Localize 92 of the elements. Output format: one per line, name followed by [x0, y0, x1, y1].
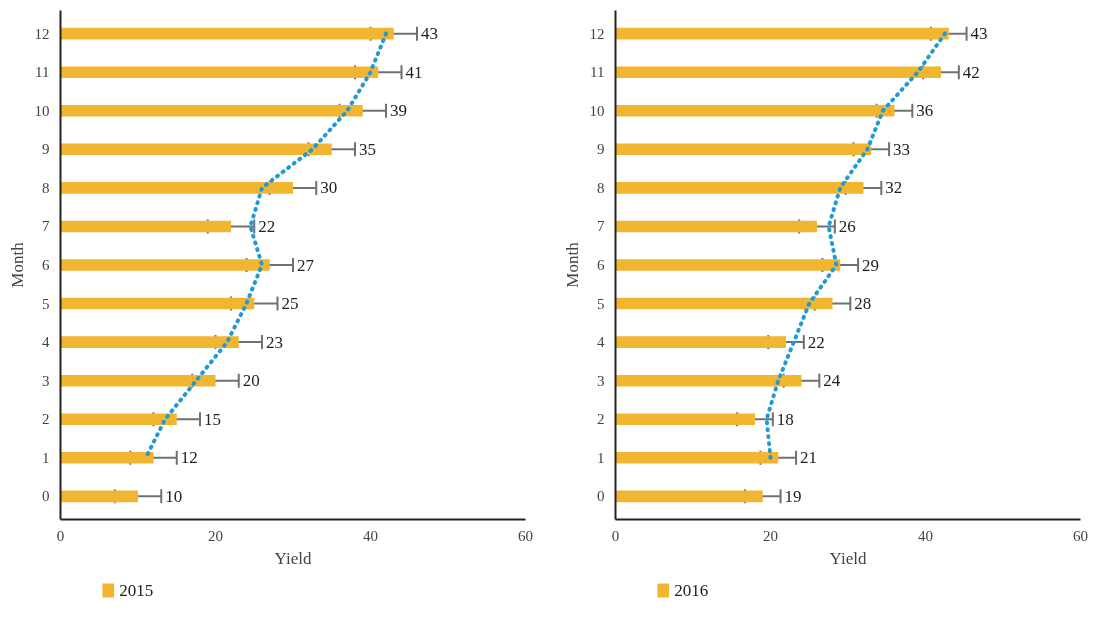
y-tick-label: 11	[590, 64, 605, 81]
bar	[60, 259, 270, 271]
y-tick-label: 7	[597, 218, 605, 235]
x-tick-label: 60	[518, 527, 533, 544]
data-label: 15	[204, 409, 221, 429]
bar	[615, 27, 949, 40]
y-axis-title: Month	[562, 241, 582, 288]
y-tick-label: 10	[34, 102, 50, 119]
bar	[60, 220, 231, 233]
bar	[615, 490, 763, 503]
data-label: 22	[258, 216, 276, 236]
x-tick-label: 0	[611, 527, 620, 544]
y-tick-label: 8	[597, 179, 605, 196]
data-label: 25	[281, 294, 299, 314]
data-label: 33	[893, 139, 911, 159]
data-label: 39	[390, 101, 407, 121]
y-tick-label: 6	[42, 257, 50, 273]
y-tick-label: 1	[597, 449, 605, 466]
y-tick-label: 2	[597, 411, 605, 428]
y-tick-label: 5	[597, 295, 605, 312]
bar	[615, 66, 941, 78]
data-label: 23	[266, 332, 283, 352]
data-label: 43	[421, 24, 438, 44]
y-tick-label: 3	[597, 372, 605, 389]
bar	[615, 143, 872, 156]
x-tick-label: 20	[763, 527, 778, 544]
x-axis-title: Yield	[274, 548, 312, 568]
legend-label: 2016	[674, 581, 709, 600]
bar	[615, 182, 864, 194]
y-tick-label: 12	[34, 25, 50, 42]
data-label: 24	[823, 371, 841, 391]
bar	[615, 452, 779, 464]
y-axis-title: Month	[7, 241, 27, 288]
y-tick-label: 9	[597, 141, 605, 158]
y-tick-label: 1	[42, 449, 50, 466]
data-label: 28	[854, 294, 872, 314]
x-tick-label: 40	[363, 527, 378, 544]
bar	[615, 104, 895, 117]
y-tick-label: 10	[589, 102, 605, 119]
data-label: 32	[885, 178, 903, 198]
bar	[60, 297, 255, 310]
bar	[60, 452, 154, 464]
data-label: 43	[970, 24, 988, 44]
data-label: 35	[359, 139, 376, 159]
data-label: 18	[776, 409, 794, 429]
bar	[615, 297, 833, 310]
data-label: 10	[165, 486, 183, 506]
y-tick-label: 12	[589, 25, 605, 42]
bar	[60, 182, 293, 194]
data-label: 42	[962, 62, 980, 82]
y-tick-label: 0	[597, 488, 605, 505]
data-label: 27	[297, 255, 315, 275]
bar	[60, 374, 216, 387]
y-tick-label: 8	[42, 179, 50, 196]
x-tick-label: 40	[918, 527, 933, 544]
data-label: 30	[320, 178, 338, 198]
y-tick-label: 4	[597, 334, 605, 351]
x-tick-label: 0	[56, 527, 65, 544]
data-label: 19	[784, 486, 802, 506]
data-label: 41	[405, 62, 423, 82]
y-tick-label: 7	[42, 218, 50, 235]
x-axis-title: Yield	[829, 548, 867, 568]
bar	[615, 336, 786, 348]
data-label: 21	[800, 448, 818, 468]
bar	[615, 413, 755, 426]
data-label: 12	[180, 448, 198, 468]
data-label: 22	[807, 332, 825, 352]
x-tick-label: 20	[208, 527, 223, 544]
y-tick-label: 6	[597, 257, 605, 273]
x-tick-label: 60	[1073, 527, 1088, 544]
bar	[60, 490, 138, 503]
y-tick-label: 5	[42, 295, 50, 312]
y-tick-label: 4	[42, 334, 50, 351]
bar	[60, 27, 394, 40]
bar	[60, 104, 363, 117]
bar	[60, 413, 177, 426]
y-tick-label: 9	[42, 141, 50, 158]
y-tick-label: 3	[42, 372, 50, 389]
data-label: 20	[242, 371, 260, 391]
data-label: 29	[862, 255, 880, 275]
bar	[615, 374, 802, 387]
bar	[615, 220, 817, 233]
y-tick-label: 2	[42, 411, 50, 428]
legend-label: 2015	[119, 581, 154, 600]
data-label: 36	[916, 101, 934, 121]
y-tick-label: 0	[42, 488, 50, 505]
bar	[60, 336, 239, 348]
data-label: 26	[838, 216, 856, 236]
bar	[615, 259, 841, 271]
bar	[60, 143, 332, 156]
y-tick-label: 11	[35, 64, 50, 81]
bar	[60, 66, 379, 78]
